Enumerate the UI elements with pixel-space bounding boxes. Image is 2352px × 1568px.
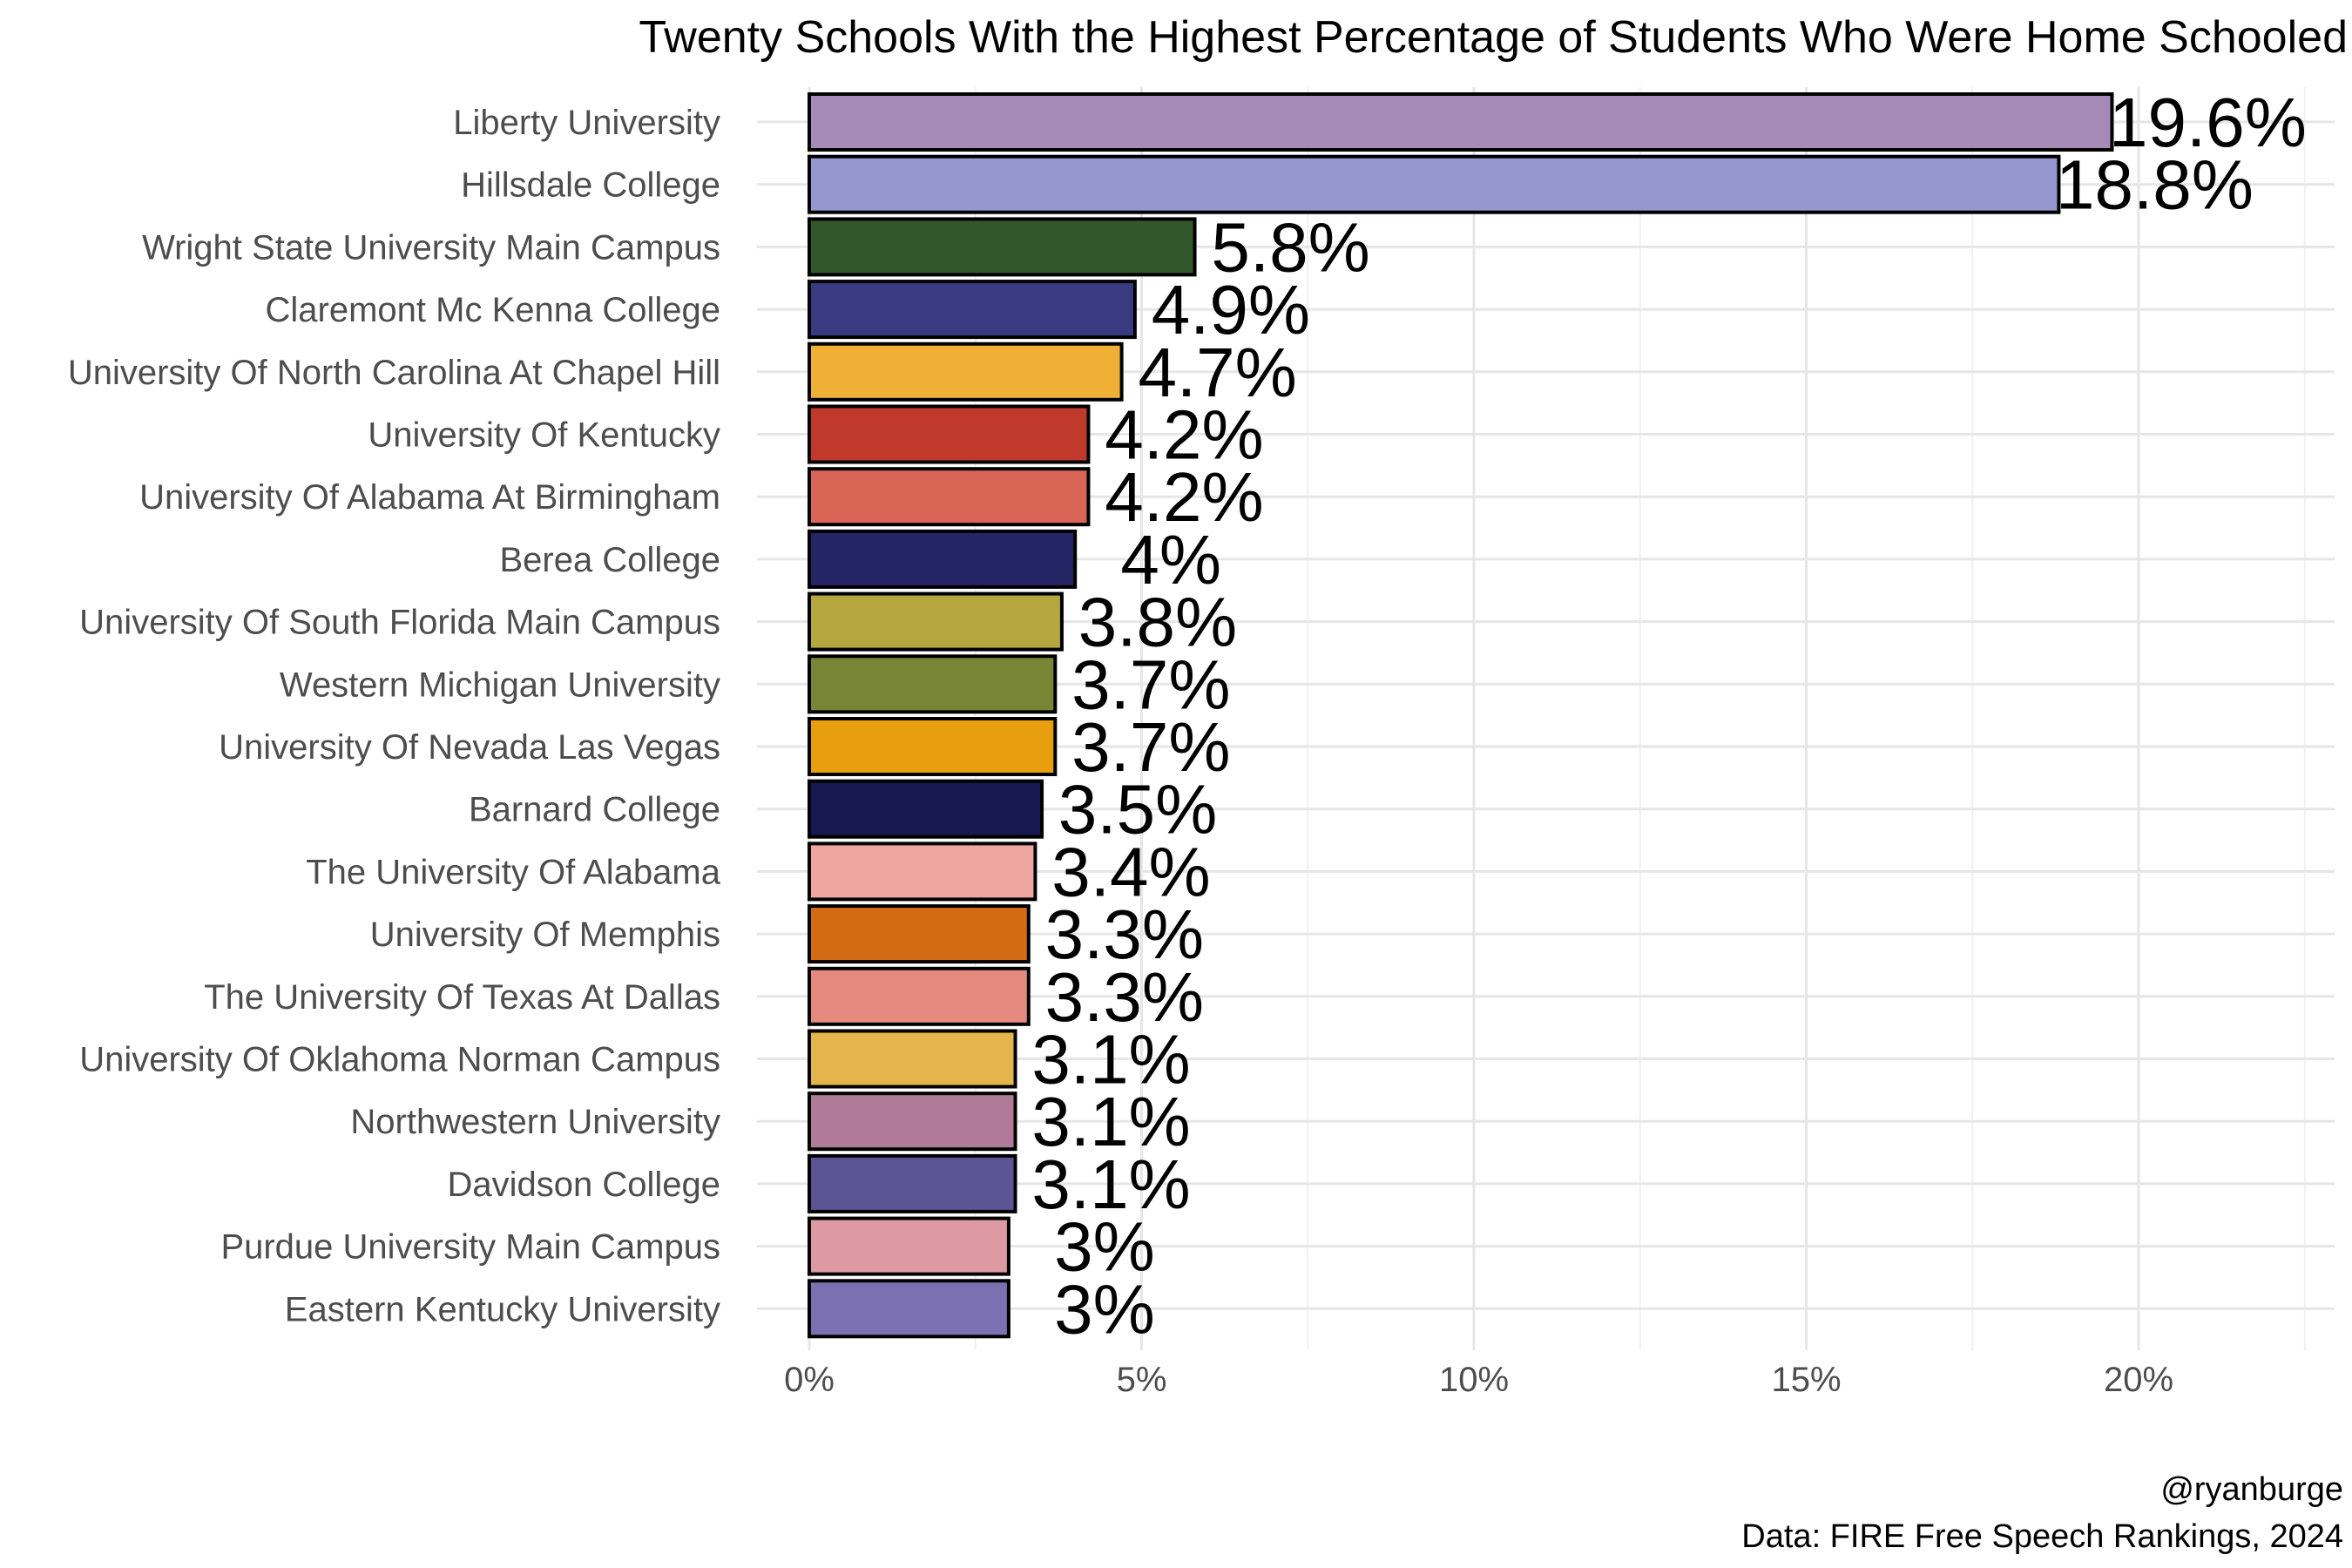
category-label: University Of Kentucky xyxy=(368,416,720,455)
category-label: University Of Nevada Las Vegas xyxy=(219,728,720,767)
value-label: 3.8% xyxy=(1078,584,1237,661)
bar xyxy=(808,1153,1017,1213)
category-label: University Of Alabama At Birmingham xyxy=(139,478,720,517)
bar xyxy=(808,154,2061,214)
bar xyxy=(808,1279,1010,1339)
category-label: Davidson College xyxy=(447,1166,720,1204)
bar xyxy=(808,841,1037,902)
bar xyxy=(808,217,1197,277)
value-label: 4.2% xyxy=(1105,458,1263,536)
caption-author: @ryanburge xyxy=(2160,1471,2343,1508)
value-label: 5.8% xyxy=(1211,208,1369,286)
value-label: 18.8% xyxy=(2056,146,2254,224)
bar xyxy=(808,654,1058,714)
category-label: Berea College xyxy=(500,541,721,579)
bar xyxy=(808,1029,1017,1089)
value-label: 4% xyxy=(1120,521,1221,598)
category-label: Liberty University xyxy=(453,104,720,142)
category-label: Purdue University Main Campus xyxy=(220,1228,720,1267)
bar xyxy=(808,1216,1010,1276)
chart-title: Twenty Schools With the Highest Percenta… xyxy=(639,12,2348,63)
category-label: University Of Oklahoma Norman Campus xyxy=(79,1041,720,1079)
bar-layer xyxy=(808,92,2114,1339)
value-labels: 19.6%18.8%5.8%4.9%4.7%4.2%4.2%4%3.8%3.7%… xyxy=(1031,84,2307,1348)
value-label: 4.7% xyxy=(1138,334,1296,411)
x-tick-label: 0% xyxy=(784,1361,835,1399)
value-label: 3.5% xyxy=(1058,771,1217,848)
bar xyxy=(808,529,1078,589)
value-label: 4.2% xyxy=(1105,396,1263,474)
value-label: 3.1% xyxy=(1031,1021,1190,1098)
x-tick-label: 15% xyxy=(1771,1361,1841,1399)
bar xyxy=(808,404,1091,464)
category-label: University Of Memphis xyxy=(370,916,720,954)
x-tick-label: 5% xyxy=(1117,1361,1167,1399)
category-label: The University Of Alabama xyxy=(306,853,720,891)
category-label: Claremont Mc Kenna College xyxy=(266,291,720,329)
x-tick-label: 10% xyxy=(1439,1361,1509,1399)
category-labels: Liberty University Hillsdale College Wrigh… xyxy=(68,104,721,1328)
bar xyxy=(808,341,1124,402)
bar xyxy=(808,1092,1017,1152)
x-tick-label: 20% xyxy=(2104,1361,2173,1399)
x-axis-ticks: 0% 5% 10% 15% 20% xyxy=(784,1361,2173,1399)
category-label: Eastern Kentucky University xyxy=(285,1290,720,1328)
category-label: Wright State University Main Campus xyxy=(142,228,720,267)
value-label: 4.9% xyxy=(1152,271,1310,348)
category-label: Northwestern University xyxy=(350,1103,720,1141)
value-label: 3% xyxy=(1054,1270,1155,1348)
category-label: The University Of Texas At Dallas xyxy=(204,978,720,1017)
bar xyxy=(808,966,1031,1026)
value-label: 19.6% xyxy=(2109,84,2307,161)
value-label: 3.1% xyxy=(1031,1083,1190,1160)
category-label: University Of South Florida Main Campus xyxy=(79,604,720,642)
value-label: 3.7% xyxy=(1071,645,1230,723)
value-label: 3.4% xyxy=(1051,833,1210,910)
caption-source: Data: FIRE Free Speech Rankings, 2024 xyxy=(1741,1518,2343,1555)
value-label: 3% xyxy=(1054,1208,1155,1286)
bar xyxy=(808,467,1091,527)
value-label: 3.1% xyxy=(1031,1146,1190,1223)
bar xyxy=(808,717,1058,776)
bar xyxy=(808,92,2114,152)
bar xyxy=(808,591,1064,652)
bar xyxy=(808,280,1137,340)
category-label: University Of North Carolina At Chapel H… xyxy=(68,354,720,392)
bar xyxy=(808,779,1044,839)
value-label: 3.3% xyxy=(1045,958,1204,1036)
category-label: Hillsdale College xyxy=(461,166,720,205)
category-label: Barnard College xyxy=(469,791,720,829)
value-label: 3.3% xyxy=(1045,896,1204,973)
value-label: 3.7% xyxy=(1071,708,1230,786)
bar xyxy=(808,904,1031,964)
category-label: Western Michigan University xyxy=(280,666,720,704)
